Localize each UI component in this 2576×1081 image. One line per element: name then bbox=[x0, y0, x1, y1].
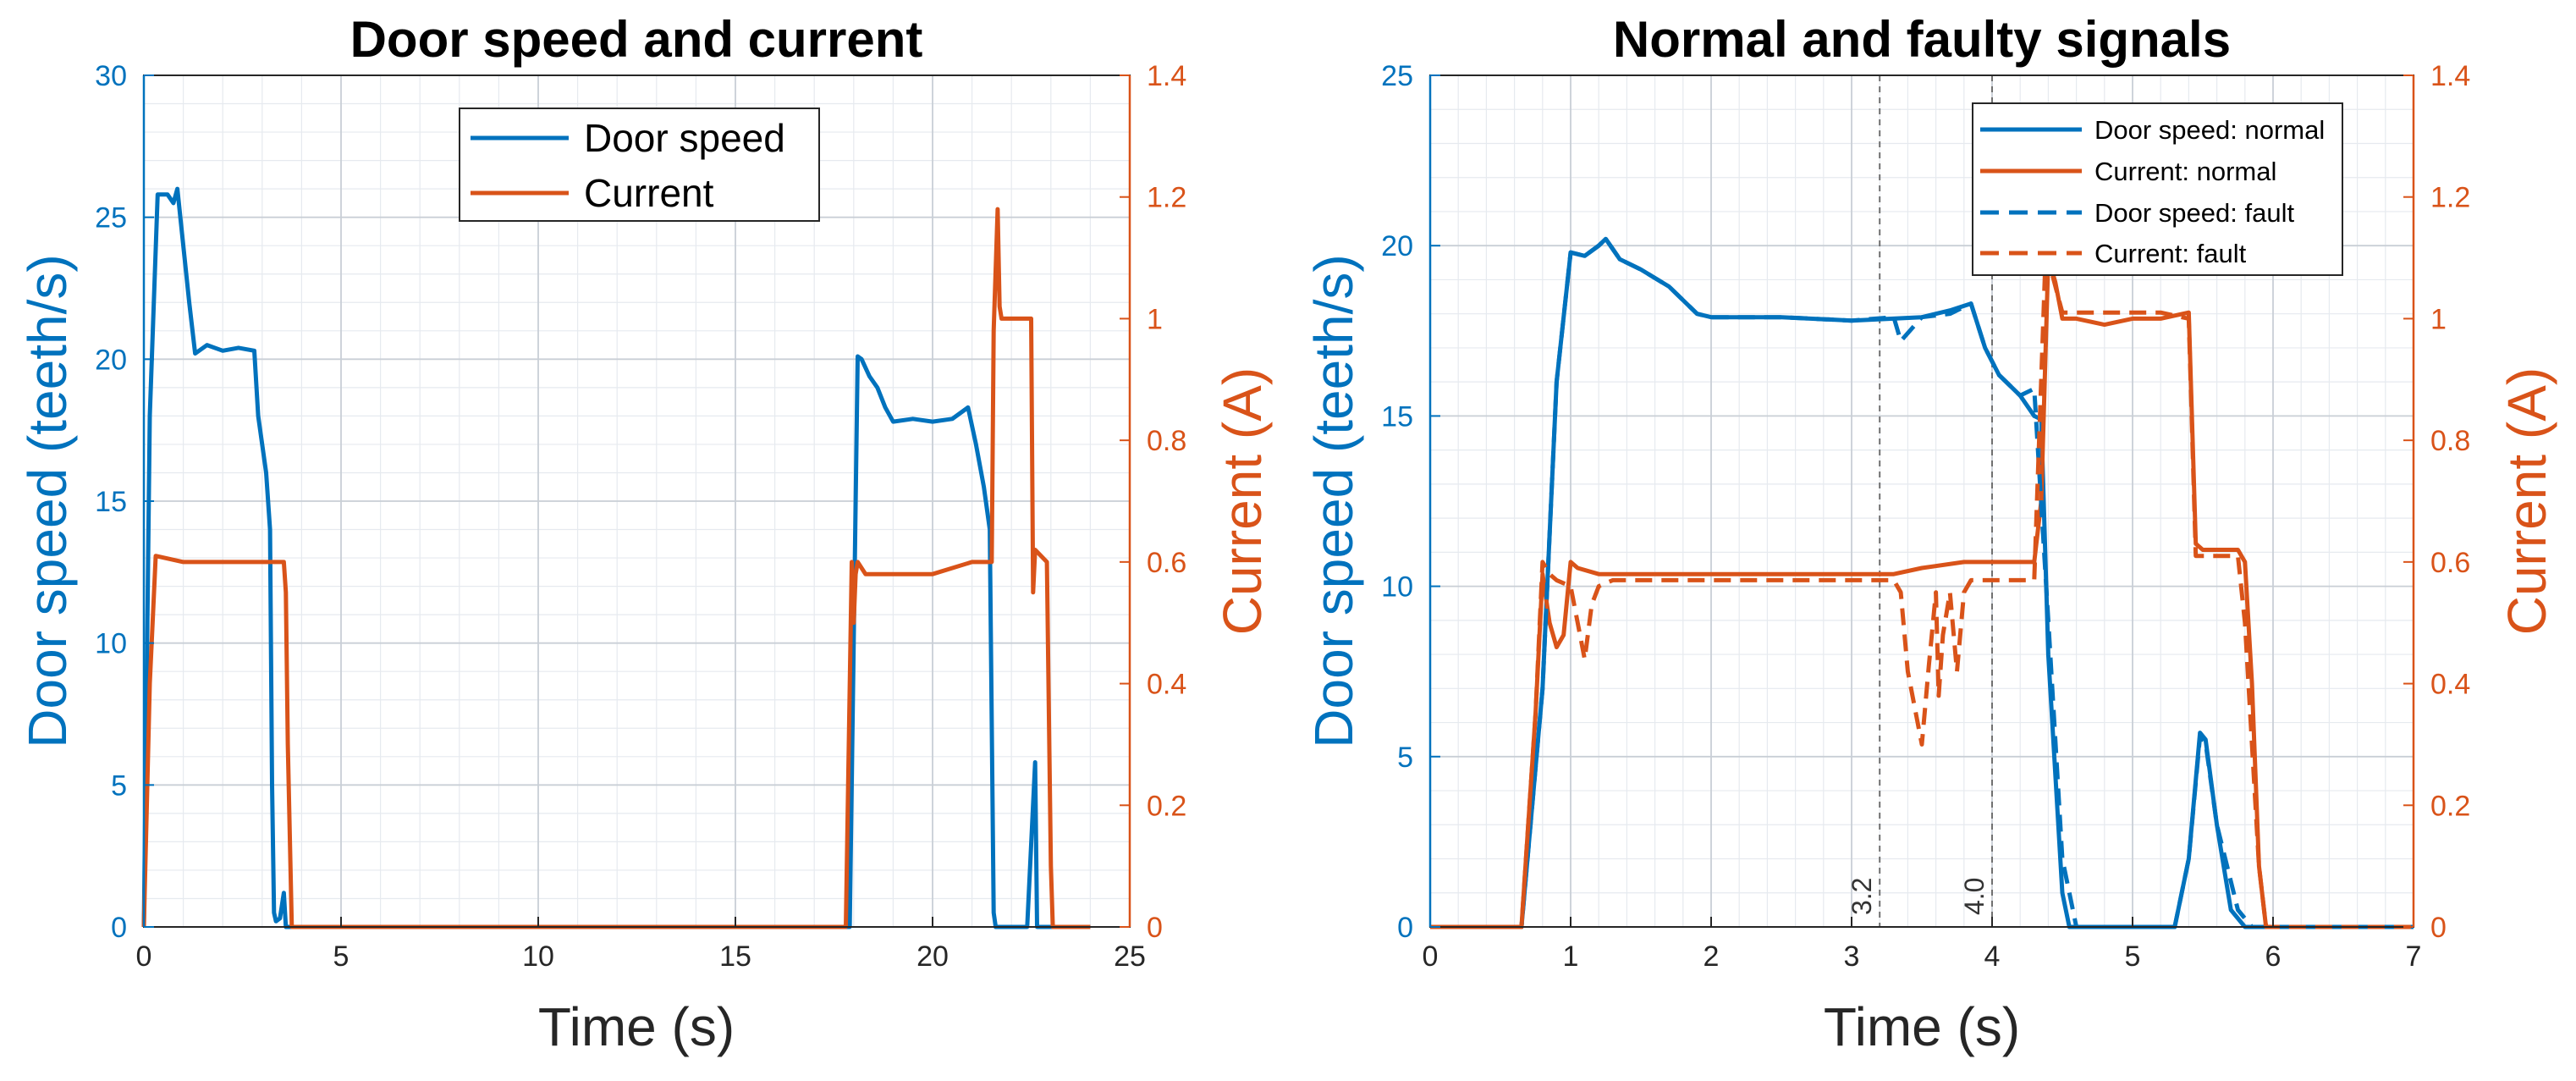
p2-x-tick-label: 5 bbox=[2125, 940, 2141, 973]
p2-y-right-tick-label: 0.8 bbox=[2430, 425, 2470, 457]
series-current-fault bbox=[1430, 256, 2414, 929]
p1-x-tick-label: 5 bbox=[333, 940, 350, 973]
chart-door-speed-and-current: 0 5 10 15 20 2505101520253000.20.40.60.811.21… bbox=[17, 11, 1273, 1057]
p1-legend-box bbox=[459, 108, 820, 222]
p2-y-right-tick-label: 1.4 bbox=[2430, 60, 2470, 92]
p2-annotation-label: 3.2 bbox=[1847, 878, 1877, 915]
p2-annotation-label: 4.0 bbox=[1959, 878, 1990, 915]
p2-y-left-tick-label: 0 bbox=[1397, 912, 1413, 944]
p1-y-right-tick-label: 0.2 bbox=[1147, 790, 1186, 822]
p2-y-axis-label-left: Door speed (teeth/s) bbox=[1303, 254, 1364, 747]
p1-x-tick-label: 20 bbox=[916, 940, 949, 973]
p2-legend: Door speed: normal Current: normal Door … bbox=[1972, 102, 2343, 276]
p2-legend-label-door-speed-normal: Door speed: normal bbox=[2094, 115, 2325, 145]
p2-y-right-tick-label: 0.4 bbox=[2430, 669, 2470, 701]
p1-y-right-tick-label: 1 bbox=[1147, 303, 1163, 335]
p1-x-axis-label: Time (s) bbox=[538, 996, 735, 1057]
p2-y-right-tick-label: 0.6 bbox=[2430, 547, 2470, 579]
p1-x-tick-label: 10 bbox=[522, 940, 554, 973]
p2-x-tick-label: 2 bbox=[1704, 940, 1720, 973]
p1-legend: Door speed Current bbox=[459, 108, 820, 222]
p2-x-tick-label: 7 bbox=[2406, 940, 2422, 973]
p1-title: Door speed and current bbox=[350, 11, 923, 68]
p1-y-left-tick-label: 0 bbox=[111, 912, 127, 944]
p1-y-left-tick-label: 5 bbox=[111, 769, 127, 802]
p2-y-right-tick-label: 1 bbox=[2430, 303, 2447, 335]
p1-y-axis-label-right: Current (A) bbox=[1212, 367, 1273, 636]
p1-y-right-tick-label: 0.4 bbox=[1147, 669, 1186, 701]
p1-legend-label-door-speed: Door speed bbox=[584, 116, 785, 160]
p2-x-tick-label: 6 bbox=[2265, 940, 2282, 973]
p1-y-left-tick-label: 20 bbox=[95, 344, 127, 376]
p2-series bbox=[1430, 236, 2414, 929]
p2-legend-label-door-speed-fault: Door speed: fault bbox=[2094, 198, 2294, 228]
p1-y-right-tick-label: 0.8 bbox=[1147, 425, 1186, 457]
p2-y-left-tick-label: 25 bbox=[1381, 60, 1413, 92]
p2-x-tick-label: 0 bbox=[1423, 940, 1439, 973]
p1-y-right-tick-label: 0 bbox=[1147, 912, 1163, 944]
p1-y-right-tick-label: 1.4 bbox=[1147, 60, 1186, 92]
p2-title: Normal and faulty signals bbox=[1613, 11, 2231, 68]
p2-y-left-tick-label: 20 bbox=[1381, 230, 1413, 262]
p2-y-left-tick-label: 15 bbox=[1381, 400, 1413, 433]
p2-y-right-tick-label: 0.2 bbox=[2430, 790, 2470, 822]
p2-x-tick-label: 4 bbox=[1984, 940, 2001, 973]
p1-y-axis-label-left: Door speed (teeth/s) bbox=[17, 254, 78, 747]
p1-legend-label-current: Current bbox=[584, 171, 714, 215]
series-door-speed-fault bbox=[1430, 236, 2414, 929]
p1-y-left-tick-label: 10 bbox=[95, 628, 127, 660]
p2-y-left-tick-label: 5 bbox=[1397, 742, 1413, 774]
p1-ticks: 0 5 10 15 20 2505101520253000.20.40.60.811.21… bbox=[95, 60, 1186, 973]
series-current bbox=[141, 207, 1091, 929]
p2-y-right-tick-label: 1.2 bbox=[2430, 182, 2470, 214]
p2-y-right-tick-label: 0 bbox=[2430, 912, 2447, 944]
p1-x-tick-label: 0 bbox=[136, 940, 152, 973]
p2-legend-label-current-fault: Current: fault bbox=[2094, 239, 2247, 268]
p1-y-left-tick-label: 30 bbox=[95, 60, 127, 92]
chart-normal-and-faulty-signals: 3.2 4.0 0 1 2 3 4 5 6 7051015202500.20.40.60.811… bbox=[1303, 11, 2557, 1057]
p2-x-tick-label: 1 bbox=[1563, 940, 1579, 973]
p2-x-axis-label: Time (s) bbox=[1824, 996, 2020, 1057]
p2-legend-label-current-normal: Current: normal bbox=[2094, 157, 2276, 186]
p2-y-left-tick-label: 10 bbox=[1381, 571, 1413, 604]
p2-legend-box bbox=[1972, 102, 2343, 276]
p1-y-right-tick-label: 0.6 bbox=[1147, 547, 1186, 579]
p2-x-tick-label: 3 bbox=[1844, 940, 1860, 973]
p1-y-left-tick-label: 25 bbox=[95, 202, 127, 234]
series-door-speed-normal bbox=[1430, 236, 2414, 929]
p1-y-right-tick-label: 1.2 bbox=[1147, 182, 1186, 214]
p2-y-axis-label-right: Current (A) bbox=[2496, 367, 2557, 636]
p2-annotations: 3.2 4.0 bbox=[1847, 75, 1993, 927]
p1-x-tick-label: 25 bbox=[1114, 940, 1146, 973]
p1-y-left-tick-label: 15 bbox=[95, 486, 127, 518]
p1-x-tick-label: 15 bbox=[719, 940, 751, 973]
series-current-normal bbox=[1430, 256, 2414, 929]
